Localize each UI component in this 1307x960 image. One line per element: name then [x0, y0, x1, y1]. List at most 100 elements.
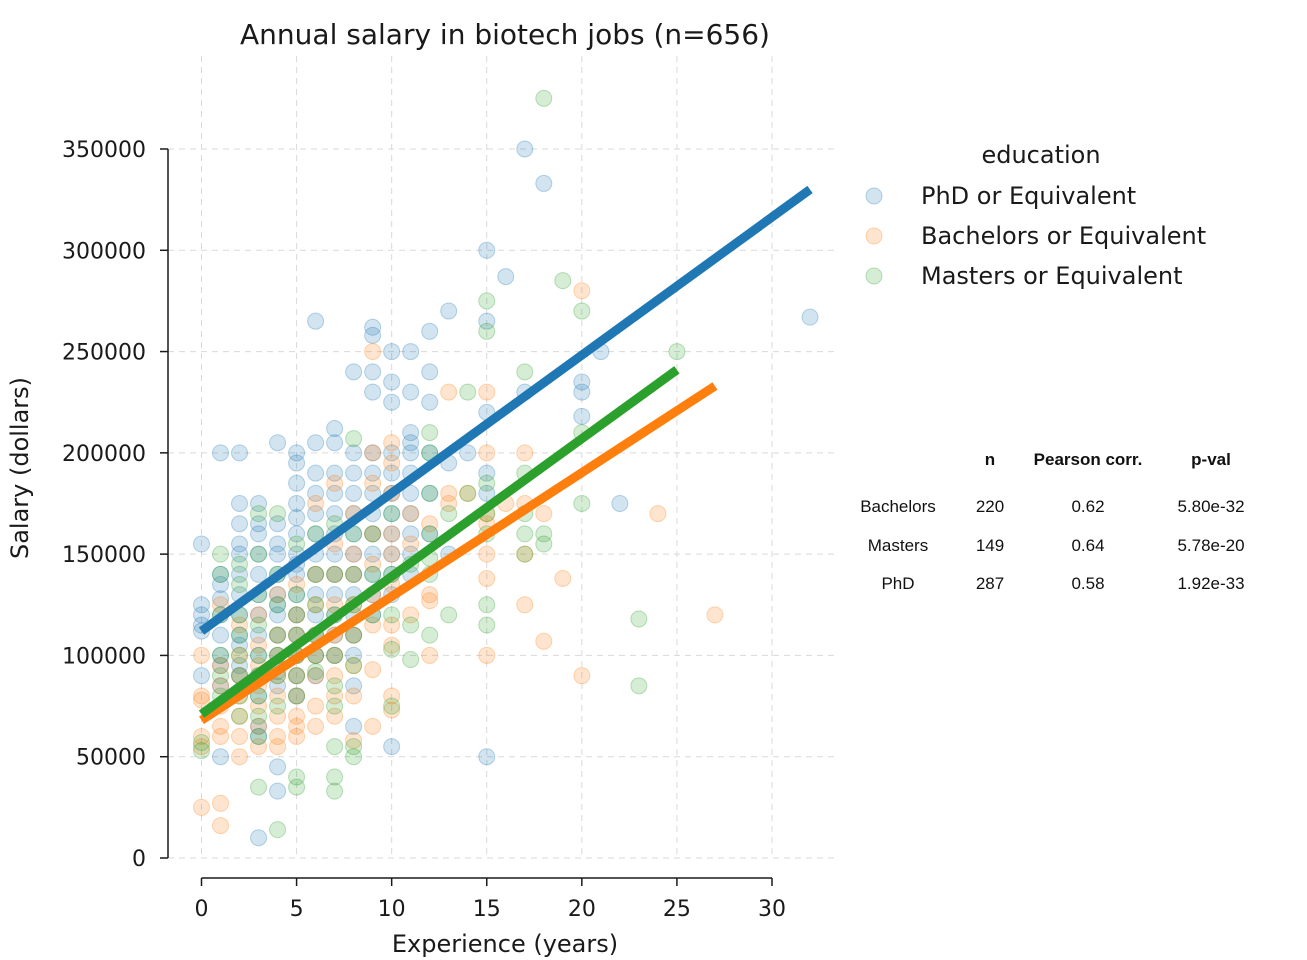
data-point — [212, 626, 230, 644]
data-point — [250, 829, 268, 847]
regression-line — [198, 366, 680, 718]
data-point — [402, 383, 420, 401]
data-point — [573, 282, 591, 300]
data-point — [478, 444, 496, 462]
data-point — [307, 525, 325, 543]
data-point — [231, 545, 249, 563]
chart-title: Annual salary in biotech jobs (n=656) — [240, 18, 770, 51]
data-point — [345, 545, 363, 563]
data-point — [307, 464, 325, 482]
data-point — [212, 444, 230, 462]
data-point — [383, 636, 401, 654]
data-point — [516, 363, 534, 381]
data-point — [801, 308, 819, 326]
data-point — [345, 732, 363, 750]
data-point — [364, 525, 382, 543]
data-point — [535, 174, 553, 192]
data-point — [212, 677, 230, 695]
data-point — [535, 505, 553, 523]
data-point — [364, 326, 382, 344]
data-point — [326, 434, 344, 452]
data-point — [288, 586, 306, 604]
data-point — [231, 727, 249, 745]
data-point — [402, 525, 420, 543]
data-point — [250, 636, 268, 654]
legend-marker — [865, 187, 883, 205]
data-point — [288, 606, 306, 624]
data-point — [554, 569, 572, 587]
table-cell: 5.78e-20 — [1177, 535, 1245, 555]
data-point — [345, 657, 363, 675]
data-point — [231, 657, 249, 675]
table-cell: 287 — [975, 574, 1005, 594]
data-point — [250, 626, 268, 644]
data-point — [231, 626, 249, 644]
data-point — [573, 407, 591, 425]
data-point — [364, 565, 382, 583]
data-point — [193, 606, 210, 624]
data-point — [364, 545, 382, 563]
data-point — [288, 474, 306, 492]
data-point — [573, 373, 591, 391]
data-point — [269, 626, 287, 644]
data-point — [345, 738, 363, 756]
table-cell: 0.62 — [1071, 497, 1105, 517]
data-point — [269, 535, 287, 553]
data-point — [383, 434, 401, 452]
data-point — [345, 677, 363, 695]
data-point — [459, 383, 477, 401]
data-point — [573, 302, 591, 320]
y-tick-label: 200000 — [62, 442, 146, 467]
data-point — [231, 515, 249, 533]
data-point — [364, 474, 382, 492]
data-point — [345, 484, 363, 502]
data-point — [440, 505, 458, 523]
data-point — [345, 565, 363, 583]
data-point — [345, 687, 363, 705]
data-point — [364, 444, 382, 462]
data-point — [402, 535, 420, 553]
data-point — [288, 667, 306, 685]
data-point — [307, 505, 325, 523]
data-point — [212, 576, 230, 594]
data-point — [193, 742, 210, 760]
data-point — [383, 525, 401, 543]
data-point — [421, 586, 439, 604]
data-point — [478, 312, 496, 330]
data-point — [364, 444, 382, 462]
data-point — [288, 535, 306, 553]
axes: 0 5 10 15 20 25 30 0 50000 100000 150000 200000 2500… — [62, 138, 786, 922]
data-point — [250, 616, 268, 634]
data-point — [288, 707, 306, 725]
data-point — [250, 606, 268, 624]
table-header-cell: n — [984, 450, 996, 469]
data-point — [383, 738, 401, 756]
data-point — [288, 525, 306, 543]
data-point — [307, 667, 325, 685]
data-point — [364, 616, 382, 634]
data-point — [307, 596, 325, 614]
data-point — [402, 505, 420, 523]
y-tick-label: 100000 — [62, 644, 146, 669]
legend-label: Bachelors or Equivalent — [921, 222, 1206, 250]
data-point — [345, 717, 363, 735]
data-point — [307, 717, 325, 735]
data-point — [326, 420, 344, 438]
data-point — [288, 687, 306, 705]
regression-lines — [198, 185, 813, 725]
data-point — [516, 444, 534, 462]
data-point — [250, 525, 268, 543]
data-point — [231, 707, 249, 725]
data-point — [307, 565, 325, 583]
data-point — [193, 667, 210, 685]
data-point — [326, 646, 344, 664]
data-point — [383, 616, 401, 634]
data-point — [288, 444, 306, 462]
data-point — [440, 302, 458, 320]
data-point — [269, 697, 287, 715]
regression-line — [198, 185, 813, 635]
data-point — [288, 606, 306, 624]
data-point — [269, 505, 287, 523]
data-point — [478, 596, 496, 614]
